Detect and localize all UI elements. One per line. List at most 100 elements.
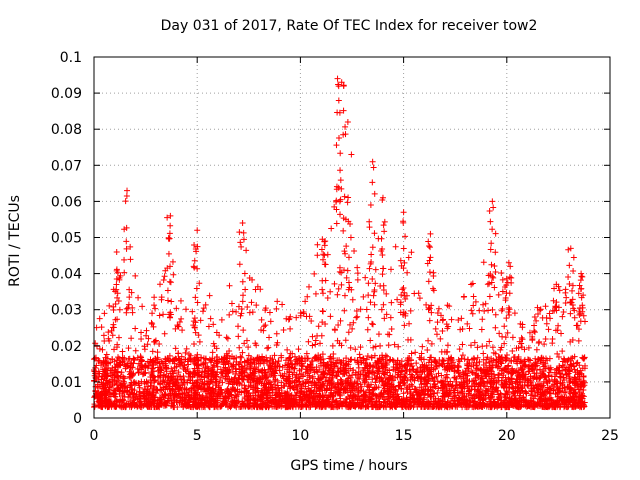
data-point	[114, 369, 121, 376]
data-point	[382, 359, 389, 366]
data-point	[406, 367, 413, 374]
y-tick-label: 0.04	[51, 267, 82, 283]
data-point	[92, 388, 99, 395]
data-point	[128, 389, 135, 396]
y-tick-label: 0.05	[51, 231, 82, 247]
data-point	[580, 386, 587, 393]
data-point	[286, 383, 293, 390]
data-point	[354, 374, 361, 381]
data-point	[270, 378, 277, 385]
data-point	[269, 356, 276, 363]
data-point	[354, 389, 361, 396]
data-point	[205, 368, 212, 375]
data-point	[547, 389, 554, 396]
data-point	[369, 392, 376, 399]
data-point	[571, 366, 578, 373]
data-point	[419, 369, 426, 376]
data-point	[370, 363, 377, 370]
data-point	[217, 366, 224, 373]
data-point	[438, 379, 445, 386]
data-point	[420, 363, 427, 370]
data-point	[505, 362, 512, 369]
data-point	[405, 355, 412, 362]
chart-title: Day 031 of 2017, Rate Of TEC Index for r…	[161, 18, 538, 34]
data-point	[520, 394, 527, 401]
data-point	[469, 369, 476, 376]
data-point	[453, 378, 460, 385]
data-point	[259, 387, 266, 394]
data-point	[193, 399, 200, 406]
data-point	[349, 372, 356, 379]
data-point	[550, 387, 557, 394]
data-point	[103, 365, 110, 372]
data-point	[289, 371, 296, 378]
data-point	[189, 380, 196, 387]
data-point	[214, 391, 221, 398]
data-point	[313, 368, 320, 375]
data-point	[241, 369, 248, 376]
data-point	[278, 379, 285, 386]
data-point	[531, 385, 538, 392]
data-point	[292, 374, 299, 381]
data-point	[340, 357, 347, 364]
data-point	[491, 398, 498, 405]
data-point	[470, 398, 477, 405]
data-point	[476, 358, 483, 365]
data-point	[270, 359, 277, 366]
data-point	[319, 380, 326, 387]
data-point	[216, 386, 223, 393]
data-point	[351, 357, 358, 364]
data-point	[508, 358, 515, 365]
data-point	[471, 395, 478, 402]
data-point	[390, 358, 397, 365]
data-point	[401, 379, 408, 386]
data-point	[464, 372, 471, 379]
data-point	[337, 367, 344, 374]
data-point	[338, 377, 345, 384]
data-point	[513, 367, 520, 374]
data-point	[282, 362, 289, 369]
data-point	[203, 394, 210, 401]
data-point	[335, 384, 342, 391]
data-point	[419, 399, 426, 406]
data-point	[217, 374, 224, 381]
data-point	[493, 380, 500, 387]
x-tick-label: 0	[90, 428, 99, 444]
data-point	[324, 382, 331, 389]
data-point	[100, 357, 107, 364]
data-point	[226, 376, 233, 383]
data-point	[374, 370, 381, 377]
data-point	[416, 384, 423, 391]
x-axis-label: GPS time / hours	[290, 458, 407, 474]
data-point	[567, 361, 574, 368]
data-point	[269, 390, 276, 397]
data-point	[245, 373, 252, 380]
y-tick-label: 0.08	[51, 122, 82, 138]
data-point	[109, 356, 116, 363]
data-point	[409, 383, 416, 390]
data-point	[147, 374, 154, 381]
data-point	[394, 391, 401, 398]
data-point	[339, 371, 346, 378]
data-point	[164, 379, 171, 386]
data-point	[463, 361, 470, 368]
data-point	[316, 366, 323, 373]
data-point	[91, 355, 98, 362]
data-point	[525, 365, 532, 372]
data-point	[373, 398, 380, 405]
data-point	[142, 364, 149, 371]
data-point	[371, 372, 378, 379]
data-point	[343, 361, 350, 368]
data-point	[560, 355, 567, 362]
data-point	[391, 374, 398, 381]
data-point	[574, 367, 581, 374]
data-point	[381, 382, 388, 389]
x-tick-label: 15	[395, 428, 413, 444]
data-point	[408, 371, 415, 378]
data-point	[144, 364, 151, 371]
data-point	[316, 385, 323, 392]
data-point	[350, 367, 357, 374]
data-point	[400, 380, 407, 387]
data-point	[558, 393, 565, 400]
data-point	[222, 367, 229, 374]
